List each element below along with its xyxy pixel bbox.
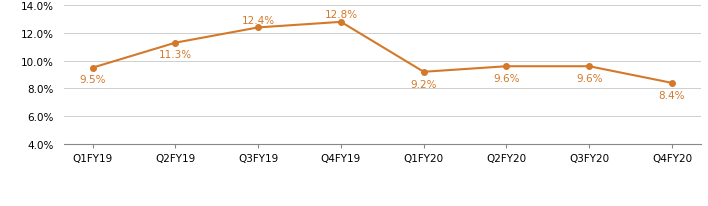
Text: 9.5%: 9.5% [79, 75, 106, 85]
EBIT Margin [419, 71, 428, 74]
Text: 9.6%: 9.6% [576, 74, 603, 84]
Text: 12.4%: 12.4% [241, 16, 275, 26]
EBIT Margin [171, 42, 180, 45]
Text: 9.2%: 9.2% [411, 79, 437, 89]
EBIT Margin [254, 27, 263, 29]
Line: EBIT Margin: EBIT Margin [90, 20, 675, 86]
Text: 11.3%: 11.3% [159, 50, 192, 60]
EBIT Margin [668, 82, 676, 85]
Text: 12.8%: 12.8% [324, 10, 358, 20]
EBIT Margin [337, 21, 346, 24]
EBIT Margin [88, 67, 97, 69]
Text: 9.6%: 9.6% [493, 74, 520, 84]
EBIT Margin [502, 66, 510, 68]
Text: 8.4%: 8.4% [658, 90, 685, 100]
EBIT Margin [585, 66, 593, 68]
